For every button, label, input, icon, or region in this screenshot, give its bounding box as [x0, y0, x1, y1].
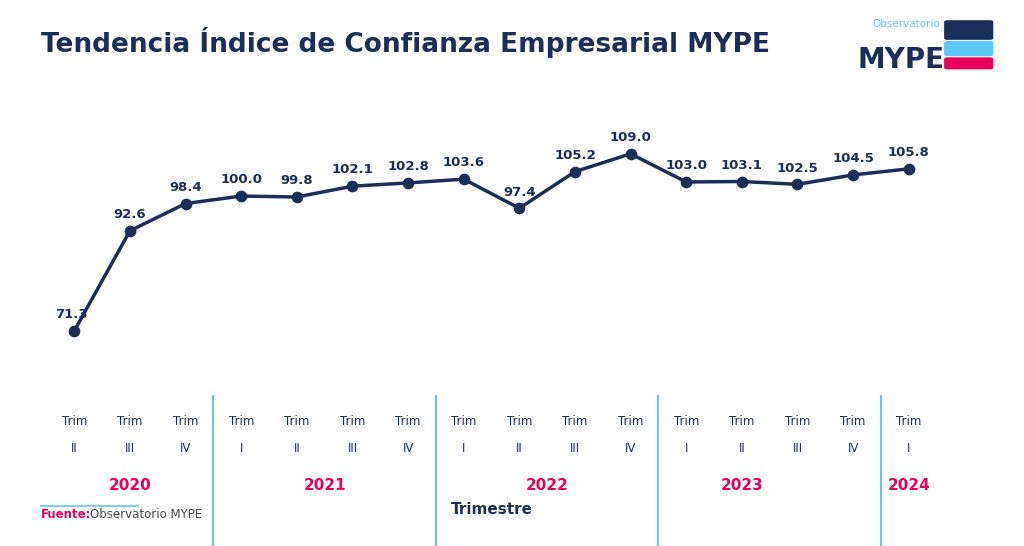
Text: 102.5: 102.5: [776, 162, 818, 175]
Text: 103.1: 103.1: [721, 159, 763, 172]
Text: 104.5: 104.5: [833, 152, 874, 165]
Text: Trim: Trim: [784, 415, 810, 428]
Text: III: III: [793, 442, 803, 455]
Text: Trim: Trim: [228, 415, 254, 428]
Text: II: II: [71, 442, 78, 455]
Text: 103.0: 103.0: [666, 159, 708, 172]
Point: [790, 180, 806, 189]
Text: Trim: Trim: [674, 415, 699, 428]
Text: 98.4: 98.4: [169, 181, 202, 194]
Text: I: I: [462, 442, 465, 455]
Point: [233, 192, 250, 200]
Text: 92.6: 92.6: [114, 208, 146, 221]
Text: Trim: Trim: [617, 415, 643, 428]
Text: Tendencia Índice de Confianza Empresarial MYPE: Tendencia Índice de Confianza Empresaria…: [41, 27, 770, 58]
Text: I: I: [240, 442, 243, 455]
Text: 2024: 2024: [888, 478, 930, 492]
Text: 2020: 2020: [109, 478, 152, 492]
Point: [67, 327, 83, 335]
Point: [733, 177, 750, 186]
Text: Trim: Trim: [61, 415, 87, 428]
Text: Trim: Trim: [118, 415, 142, 428]
Point: [400, 179, 417, 187]
Text: Trim: Trim: [173, 415, 199, 428]
Text: 71.3: 71.3: [55, 308, 88, 321]
Point: [623, 150, 639, 158]
Text: 102.1: 102.1: [332, 163, 374, 176]
Text: II: II: [294, 442, 300, 455]
Text: 2022: 2022: [525, 478, 568, 492]
Text: 100.0: 100.0: [220, 173, 262, 186]
Text: III: III: [125, 442, 135, 455]
Text: 2021: 2021: [303, 478, 346, 492]
Point: [344, 182, 360, 191]
Text: 105.2: 105.2: [554, 149, 596, 162]
Text: II: II: [738, 442, 745, 455]
Text: 102.8: 102.8: [387, 160, 429, 173]
Text: Trim: Trim: [284, 415, 309, 428]
Text: IV: IV: [402, 442, 414, 455]
Text: Observatorio: Observatorio: [872, 19, 940, 29]
Text: Trim: Trim: [729, 415, 755, 428]
Text: IV: IV: [180, 442, 191, 455]
Point: [511, 204, 527, 212]
Point: [177, 199, 194, 208]
Text: Trimestre: Trimestre: [451, 502, 532, 517]
Text: 99.8: 99.8: [281, 174, 313, 187]
Text: I: I: [684, 442, 688, 455]
Text: Trim: Trim: [841, 415, 865, 428]
Text: IV: IV: [625, 442, 636, 455]
Point: [900, 164, 916, 173]
Point: [566, 167, 583, 176]
Text: 109.0: 109.0: [609, 131, 651, 144]
Text: MYPE: MYPE: [858, 46, 944, 74]
Point: [845, 170, 861, 179]
Text: Trim: Trim: [562, 415, 588, 428]
Text: III: III: [347, 442, 357, 455]
Text: Trim: Trim: [507, 415, 532, 428]
Text: III: III: [570, 442, 580, 455]
Point: [456, 175, 472, 183]
Text: 97.4: 97.4: [503, 186, 536, 199]
Text: II: II: [516, 442, 522, 455]
Point: [122, 227, 138, 235]
Point: [678, 177, 694, 186]
Text: Fuente:: Fuente:: [41, 508, 91, 521]
Text: 2023: 2023: [721, 478, 763, 492]
Text: 105.8: 105.8: [888, 146, 930, 159]
Text: IV: IV: [848, 442, 859, 455]
Text: Trim: Trim: [340, 415, 366, 428]
Point: [289, 193, 305, 201]
Text: I: I: [907, 442, 910, 455]
Text: Observatorio MYPE: Observatorio MYPE: [90, 508, 202, 521]
Text: Trim: Trim: [395, 415, 421, 428]
Text: Trim: Trim: [451, 415, 476, 428]
Text: 103.6: 103.6: [442, 157, 484, 169]
Text: Trim: Trim: [896, 415, 922, 428]
